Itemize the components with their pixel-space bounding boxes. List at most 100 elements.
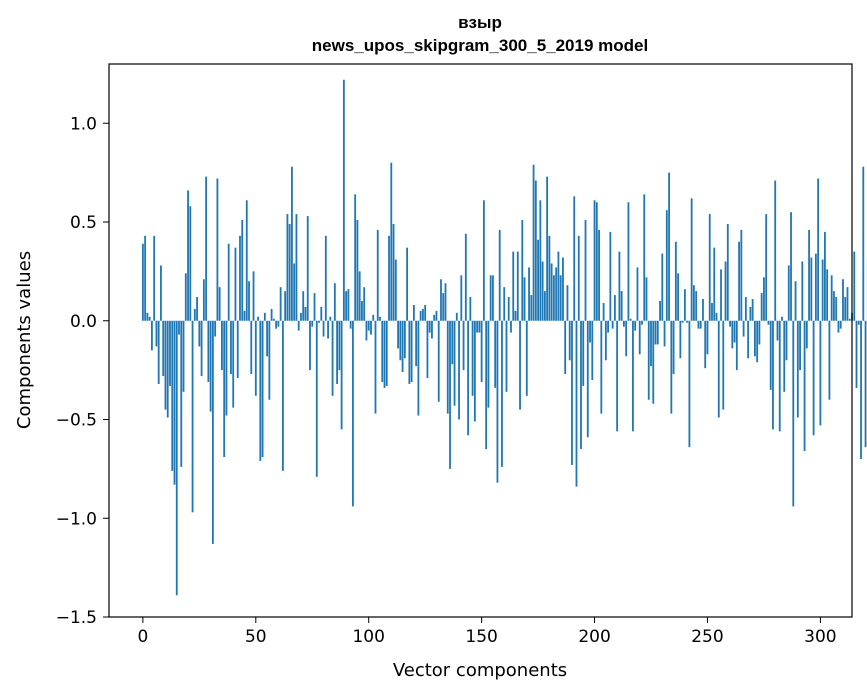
bar-component-311 [844,297,847,321]
bar-component-148 [476,320,479,333]
bar-component-284 [783,320,786,392]
bar-component-153 [487,320,490,408]
x-tick-label: 100 [352,627,384,647]
bar-component-254 [715,312,718,321]
bar-component-25 [198,320,201,347]
bar-component-122 [417,320,420,416]
bar-component-241 [686,320,689,323]
bar-component-124 [422,308,424,321]
bar-component-191 [573,196,576,321]
bar-component-208 [611,320,614,329]
bar-component-318 [860,320,862,459]
bar-component-145 [469,297,472,321]
bar-component-178 [543,291,546,321]
bar-component-94 [354,194,357,321]
bar-component-133 [442,293,445,321]
bar-component-66 [291,166,293,321]
bar-component-15 [175,320,178,596]
bar-component-67 [293,263,296,321]
bar-component-64 [286,214,289,321]
bar-component-221 [641,320,643,325]
bar-component-78 [318,320,320,323]
bar-component-40 [232,320,235,408]
bar-component-154 [489,275,492,321]
bar-component-83 [329,316,332,321]
bar-component-315 [853,251,856,321]
bar-component-38 [227,243,230,321]
bar-component-271 [753,320,756,357]
bar-component-240 [683,289,686,321]
bar-component-274 [760,293,763,321]
bar-component-244 [693,285,695,321]
bar-component-262 [733,320,736,343]
bar-component-72 [304,306,307,321]
bar-component-238 [679,320,682,359]
bar-component-116 [403,320,406,359]
bar-component-273 [758,320,761,345]
bar-component-280 [774,180,777,321]
bar-component-260 [729,320,731,327]
bar-component-269 [749,306,752,321]
bar-component-27 [202,279,205,321]
bar-component-176 [539,200,542,321]
y-tick-label: −1.0 [56,509,97,529]
bar-component-24 [196,297,198,321]
bar-component-57 [270,308,273,321]
bar-component-45 [243,310,246,321]
bar-component-277 [767,320,770,325]
bar-component-37 [225,320,228,416]
bar-component-161 [505,320,508,392]
bar-component-138 [453,320,456,406]
bar-component-299 [817,178,820,321]
bar-component-85 [333,283,336,321]
bar-component-143 [464,233,467,321]
bar-component-30 [209,320,212,412]
bar-component-172 [530,295,533,321]
bar-component-104 [376,229,379,321]
bar-component-226 [652,320,655,404]
bar-component-175 [537,239,539,321]
bar-component-95 [356,220,359,321]
bar-component-319 [862,166,865,321]
bar-component-252 [711,302,713,321]
bar-component-127 [428,320,431,333]
bar-component-98 [363,287,366,321]
bar-component-1 [144,235,147,321]
bar-component-215 [627,202,630,321]
bar-component-32 [214,320,217,337]
bar-component-268 [747,320,750,359]
bar-component-33 [216,178,219,321]
bars-group [141,79,867,596]
bar-component-35 [221,320,223,371]
bar-component-225 [650,320,652,367]
bar-component-317 [857,320,860,325]
bar-component-310 [842,279,844,321]
bar-component-65 [288,223,291,321]
bar-component-134 [444,283,447,321]
bar-component-193 [577,235,580,321]
bar-component-297 [812,320,815,436]
bar-component-21 [189,206,192,321]
bar-component-196 [584,220,587,321]
bar-component-249 [704,320,707,369]
bar-component-276 [765,214,768,321]
bar-component-206 [607,320,609,333]
bar-component-4 [151,320,153,351]
bar-component-286 [787,265,790,321]
bar-component-144 [467,320,469,436]
bar-component-162 [507,297,510,321]
bar-component-68 [295,214,298,321]
bar-component-106 [381,320,384,382]
bar-component-9 [162,320,165,377]
bar-component-43 [239,235,241,321]
bar-component-18 [182,320,185,392]
bar-component-112 [394,259,397,321]
bar-component-293 [803,320,806,452]
bar-component-19 [184,273,187,321]
plot-frame [108,63,853,618]
bar-component-219 [636,267,639,321]
bar-component-109 [388,235,390,321]
bar-component-110 [390,162,393,321]
bar-component-266 [742,320,745,337]
bar-component-13 [171,320,174,471]
